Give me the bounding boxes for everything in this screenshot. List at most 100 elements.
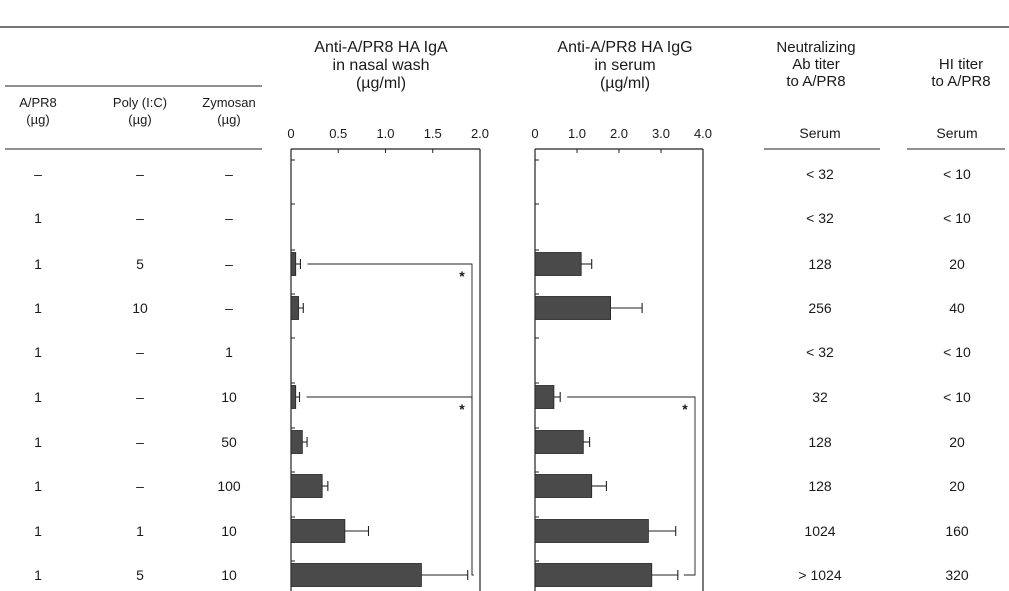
iga-tick-label: 1.5 (424, 126, 442, 141)
cell-neut: 32 (812, 389, 828, 405)
cell-zymosan: – (225, 256, 233, 272)
cell-polyic: 5 (136, 567, 144, 583)
cell-zymosan: 100 (217, 478, 241, 494)
cell-hi: 160 (945, 523, 969, 539)
header-neut-line3: to A/PR8 (786, 73, 845, 90)
table-row: 1 5 – 128 20 (34, 256, 965, 272)
cell-zymosan: – (225, 210, 233, 226)
header-apr8-line1: A/PR8 (19, 95, 57, 110)
cell-zymosan: 10 (221, 523, 237, 539)
iga-tick-label: 0.5 (329, 126, 347, 141)
iga-chart: 0 0.5 1.0 1.5 2.0 * * (287, 126, 489, 591)
igg-tick-label: 0 (531, 126, 538, 141)
table-row: 1 – 1 < 32 < 10 (34, 344, 971, 360)
igg-bar (534, 563, 653, 587)
iga-title-line2: in nasal wash (333, 57, 430, 74)
cell-apr8: 1 (34, 389, 42, 405)
igg-bar (534, 385, 555, 409)
header-polyic-line2: (µg) (128, 112, 151, 127)
cell-apr8: 1 (34, 300, 42, 316)
cell-zymosan: 10 (221, 567, 237, 583)
cell-apr8: 1 (34, 210, 42, 226)
cell-hi: < 10 (943, 389, 971, 405)
iga-title-line1: Anti-A/PR8 HA IgA (314, 39, 448, 56)
iga-bar (290, 519, 346, 543)
table-row: 1 – 100 128 20 (34, 478, 965, 494)
cell-hi: < 10 (943, 166, 971, 182)
cell-neut: 1024 (804, 523, 835, 539)
cell-apr8: 1 (34, 344, 42, 360)
iga-chart-title: Anti-A/PR8 HA IgA in nasal wash (µg/ml) (314, 39, 448, 92)
iga-bar (290, 385, 297, 409)
igg-title-line3: (µg/ml) (600, 75, 650, 92)
igg-tick-label: 2.0 (610, 126, 628, 141)
cell-hi: < 10 (943, 210, 971, 226)
cell-apr8: 1 (34, 434, 42, 450)
cell-polyic: – (136, 166, 144, 182)
cell-hi: 20 (949, 256, 965, 272)
cell-apr8: 1 (34, 523, 42, 539)
header-neut-serum: Serum (799, 125, 840, 141)
header-polyic-line1: Poly (I:C) (113, 95, 167, 110)
cell-neut: 256 (808, 300, 832, 316)
iga-significance-bracket (306, 396, 474, 576)
igg-tick-label: 3.0 (652, 126, 670, 141)
cell-zymosan: 50 (221, 434, 237, 450)
table-row: 1 1 10 1024 160 (34, 523, 969, 539)
table-row: – – – < 32 < 10 (34, 166, 971, 182)
cell-neut: < 32 (806, 210, 834, 226)
igg-bar (534, 430, 584, 454)
igg-title-line2: in serum (594, 57, 655, 74)
header-hi-serum: Serum (936, 125, 977, 141)
header-hi-line2: to A/PR8 (931, 73, 990, 90)
cell-zymosan: – (225, 166, 233, 182)
iga-tick-label: 1.0 (376, 126, 394, 141)
titer-header-group: Neutralizing Ab titer to A/PR8 HI titer … (764, 39, 1005, 150)
igg-bar (534, 252, 582, 276)
igg-chart: 0 1.0 2.0 3.0 4.0 * (531, 126, 712, 591)
cell-neut: > 1024 (798, 567, 841, 583)
cell-neut: 128 (808, 256, 832, 272)
cell-apr8: – (34, 166, 42, 182)
cell-polyic: – (136, 389, 144, 405)
cell-apr8: 1 (34, 478, 42, 494)
header-apr8-line2: (µg) (26, 112, 49, 127)
table-row: 1 – – < 32 < 10 (34, 210, 971, 226)
cell-hi: 320 (945, 567, 969, 583)
header-zymosan-line1: Zymosan (202, 95, 255, 110)
header-neut-line2: Ab titer (792, 56, 840, 73)
cell-hi: 40 (949, 300, 965, 316)
table-rows: – – – < 32 < 10 1 – – < 32 < 10 1 5 – 128 20 1 10 – 256 40 1… (34, 166, 971, 583)
igg-significance-label: * (682, 401, 688, 417)
cell-hi: 20 (949, 434, 965, 450)
iga-title-line3: (µg/ml) (356, 75, 406, 92)
cell-polyic: – (136, 434, 144, 450)
cell-polyic: 5 (136, 256, 144, 272)
cell-zymosan: 1 (225, 344, 233, 360)
table-row: 1 5 10 > 1024 320 (34, 567, 969, 583)
cell-polyic: 10 (132, 300, 148, 316)
cell-polyic: – (136, 478, 144, 494)
iga-bar (290, 563, 422, 587)
iga-bar (290, 430, 303, 454)
cell-apr8: 1 (34, 256, 42, 272)
cell-hi: < 10 (943, 344, 971, 360)
igg-tick-label: 4.0 (694, 126, 712, 141)
table-row: 1 – 50 128 20 (34, 434, 965, 450)
cell-polyic: – (136, 344, 144, 360)
cell-polyic: 1 (136, 523, 144, 539)
iga-significance-label: * (459, 268, 465, 284)
table-row: 1 10 – 256 40 (34, 300, 965, 316)
cell-neut: < 32 (806, 344, 834, 360)
cell-neut: 128 (808, 478, 832, 494)
table-row: 1 – 10 32 < 10 (34, 389, 971, 405)
iga-bar (290, 296, 299, 320)
cell-zymosan: 10 (221, 389, 237, 405)
header-hi-line1: HI titer (939, 56, 983, 73)
cell-hi: 20 (949, 478, 965, 494)
igg-bar (534, 474, 593, 498)
iga-significance-label: * (459, 401, 465, 417)
iga-bar (290, 474, 323, 498)
cell-apr8: 1 (34, 567, 42, 583)
